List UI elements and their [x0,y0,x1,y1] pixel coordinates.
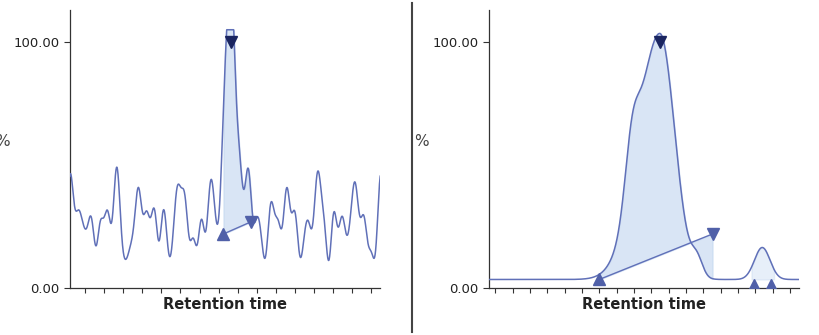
X-axis label: Retention time: Retention time [581,297,705,312]
Y-axis label: %: % [0,134,9,149]
Y-axis label: %: % [414,134,428,149]
X-axis label: Retention time: Retention time [163,297,287,312]
